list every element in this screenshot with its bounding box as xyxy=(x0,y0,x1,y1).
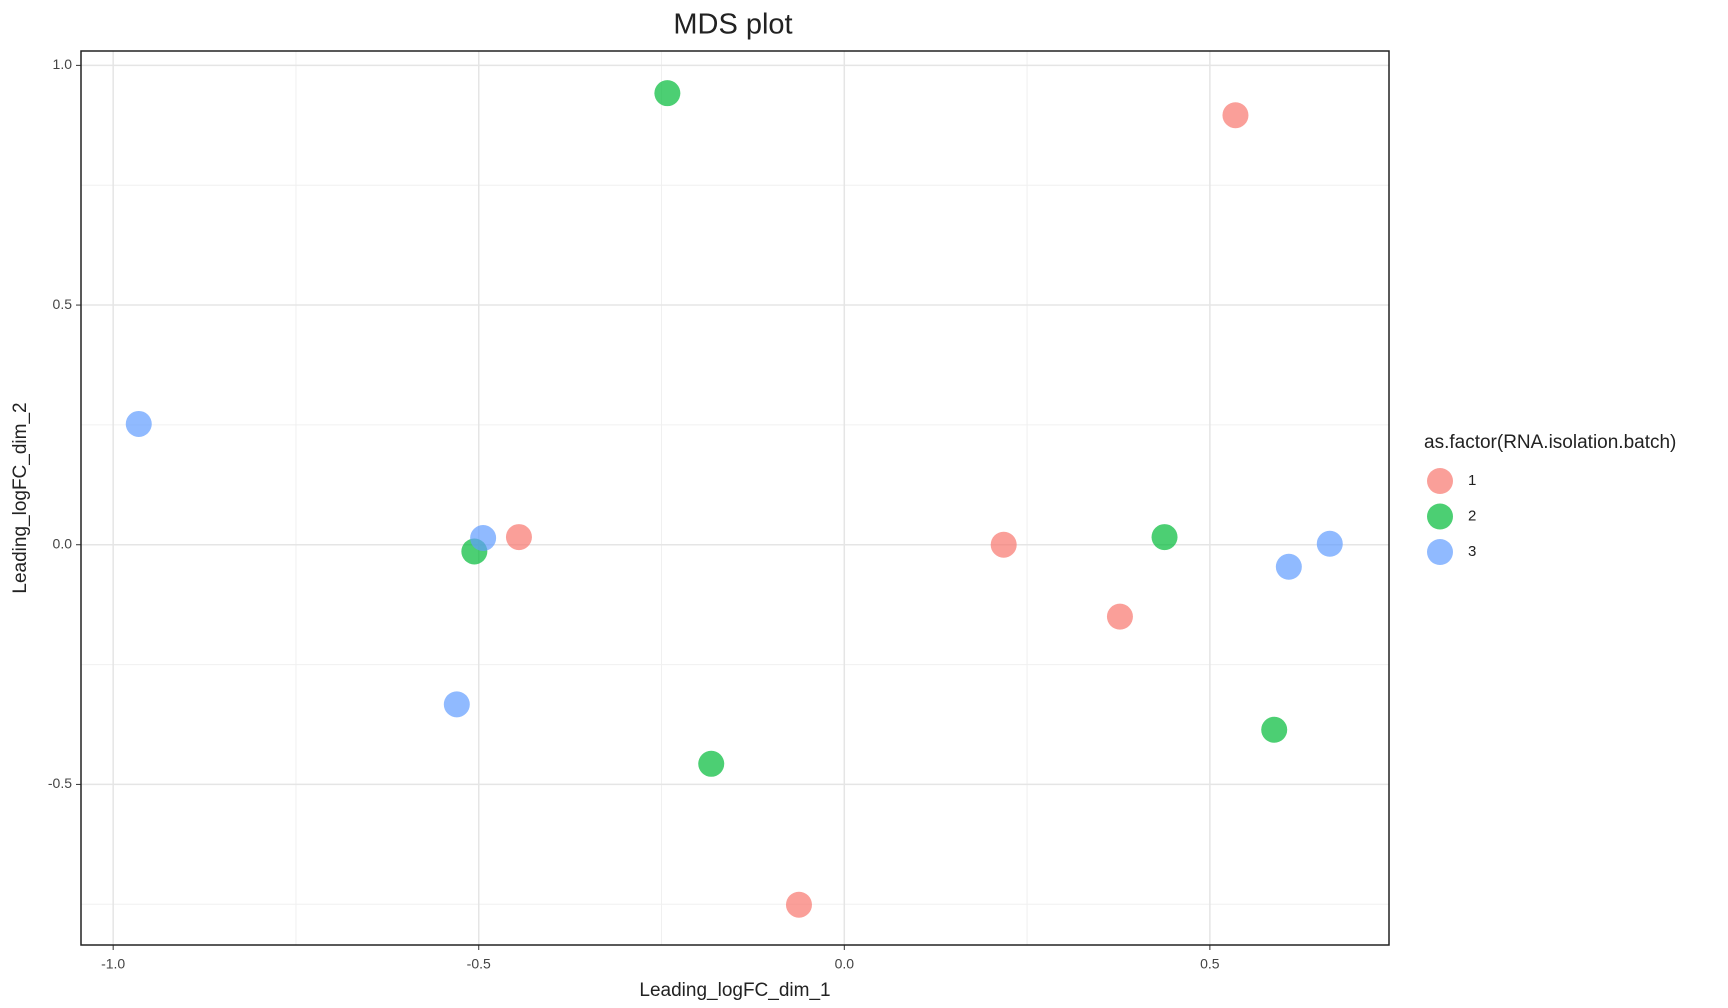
legend-key xyxy=(1427,539,1453,565)
x-axis-title: Leading_logFC_dim_1 xyxy=(639,980,830,1001)
point xyxy=(470,525,497,552)
point xyxy=(990,531,1017,558)
point xyxy=(1316,530,1343,557)
point xyxy=(785,891,812,918)
point xyxy=(505,524,532,551)
legend-key xyxy=(1427,468,1453,494)
x-tick-label: -1.0 xyxy=(101,956,125,972)
point xyxy=(654,80,681,107)
y-axis-title: Leading_logFC_dim_2 xyxy=(10,402,31,593)
y-tick-label: -0.5 xyxy=(48,775,72,791)
y-tick-label: 0.0 xyxy=(53,535,73,551)
legend-label: 2 xyxy=(1468,507,1476,524)
panel-border xyxy=(80,50,1390,946)
x-tick-label: -0.5 xyxy=(467,956,491,972)
x-tick-label: 0.5 xyxy=(1200,956,1220,972)
point xyxy=(698,750,725,777)
legend-title: as.factor(RNA.isolation.batch) xyxy=(1424,432,1676,453)
point xyxy=(1106,603,1133,630)
x-tick-label: 0.0 xyxy=(835,956,855,972)
point xyxy=(1222,102,1249,129)
point xyxy=(443,691,470,718)
legend-key xyxy=(1427,503,1453,530)
point xyxy=(1151,524,1178,551)
point xyxy=(125,410,152,437)
point xyxy=(1261,716,1288,743)
y-tick-label: 0.5 xyxy=(53,296,73,312)
y-tick-label: 1.0 xyxy=(53,56,73,72)
legend-label: 3 xyxy=(1468,543,1476,560)
point xyxy=(1275,553,1302,580)
legend-label: 1 xyxy=(1468,472,1476,489)
chart-title: MDS plot xyxy=(673,9,792,41)
